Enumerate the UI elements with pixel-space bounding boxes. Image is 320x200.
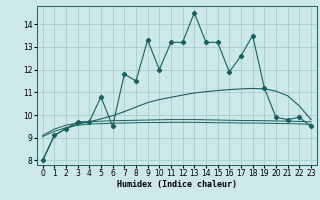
X-axis label: Humidex (Indice chaleur): Humidex (Indice chaleur) xyxy=(117,180,237,189)
